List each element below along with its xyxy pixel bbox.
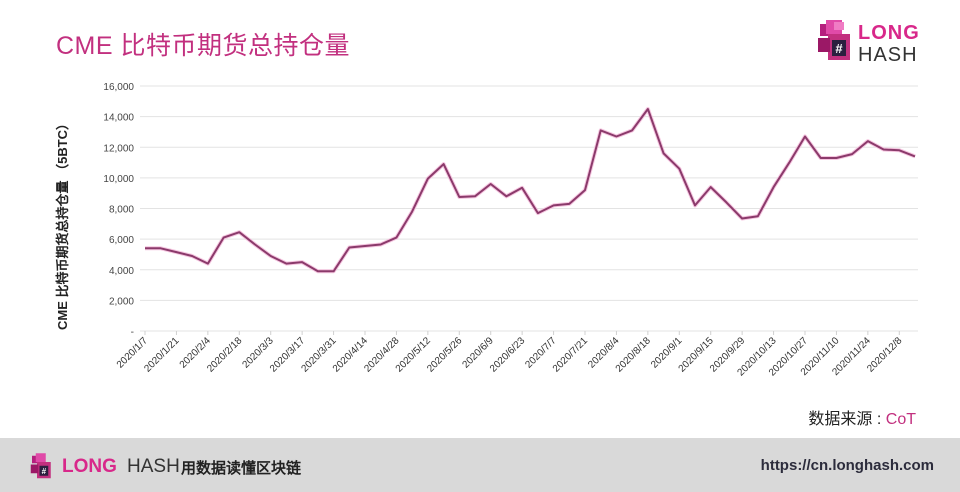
footer-url-link[interactable]: https://cn.longhash.com — [760, 457, 934, 474]
x-tick-label: 2020/2/18 — [205, 335, 245, 375]
y-tick-label: - — [131, 327, 134, 338]
y-tick-label: 12,000 — [103, 143, 134, 154]
y-tick-label: 14,000 — [103, 113, 134, 124]
x-tick-label: 2020/7/21 — [551, 335, 591, 375]
data-source-label: 数据来源 : — [808, 411, 886, 428]
y-tick-label: 8,000 — [109, 205, 134, 216]
x-tick-label: 2020/5/26 — [425, 335, 465, 375]
footer-slogan: 用数据读懂区块链 — [181, 460, 302, 477]
y-tick-label: 6,000 — [109, 235, 134, 246]
y-tick-label: 16,000 — [103, 82, 134, 93]
longhash-mascot-icon: # — [30, 453, 51, 479]
y-tick-label: 10,000 — [103, 174, 134, 185]
logo-long-text: LONG — [858, 22, 920, 44]
data-source-value: CoT — [885, 411, 916, 428]
svg-text:#: # — [835, 41, 843, 56]
footer-bar: # LONG HASH 用数据读懂区块链 https://cn.longhash… — [0, 438, 960, 492]
x-tick-label: 2020/8/18 — [614, 335, 654, 375]
x-tick-label: 2020/6/23 — [488, 335, 528, 375]
series-line-glow — [145, 107, 916, 274]
footer-brand-hash: HASH — [127, 456, 180, 477]
longhash-logo: # LONG HASH — [816, 18, 926, 66]
x-axis-ticks: 2020/1/72020/1/212020/2/42020/2/182020/3… — [115, 331, 905, 379]
line-chart: - 2,000 4,000 6,000 8,000 10,000 12,000 14,000 1… — [103, 82, 918, 379]
y-tick-label: 4,000 — [109, 266, 134, 277]
data-source: 数据来源 : CoT — [808, 405, 916, 429]
y-axis-ticks: - 2,000 4,000 6,000 8,000 10,000 12,000 14,000 1… — [103, 82, 134, 338]
footer-brand-long: LONG — [62, 456, 117, 477]
y-tick-label: 2,000 — [109, 296, 134, 307]
longhash-mascot-icon: # — [818, 20, 850, 60]
x-tick-label: 2020/1/21 — [142, 335, 182, 375]
logo-hash-text: HASH — [858, 44, 918, 66]
gridlines — [140, 85, 918, 332]
series-line — [145, 108, 916, 273]
x-tick-label: 2020/12/8 — [865, 335, 905, 375]
svg-text:#: # — [42, 467, 47, 476]
chart-title: CME 比特币期货总持仓量 — [56, 32, 351, 60]
